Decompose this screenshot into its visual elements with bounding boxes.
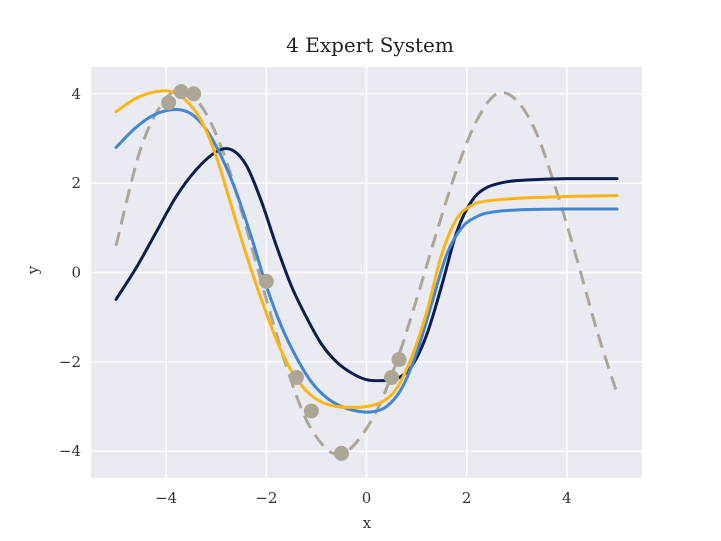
y-axis-label: y [24,265,42,275]
y-tick-label: 4 [71,85,81,103]
series-line-0 [114,88,619,456]
series-line-2 [114,107,619,414]
series-line-1 [114,146,619,383]
observation-points [161,84,407,461]
data-point [384,369,400,385]
tick-labels: −4 −2 0 2 4 −4 −2 0 2 4 [59,85,572,507]
data-point [258,273,274,289]
series-line-3 [114,89,619,409]
data-point [186,86,202,102]
y-tick-label: −2 [59,353,81,371]
data-point [288,369,304,385]
x-tick-label: 4 [562,489,572,507]
grid [91,67,642,478]
x-tick-label: 0 [362,489,372,507]
series-group [114,88,619,456]
data-point [161,95,177,111]
data-point [333,445,349,461]
x-tick-label: −4 [155,489,177,507]
x-axis-label: x [363,514,372,532]
y-tick-label: 0 [71,264,81,282]
data-point [303,403,319,419]
x-tick-label: 2 [462,489,472,507]
x-tick-label: −2 [255,489,277,507]
y-tick-label: 2 [71,174,81,192]
chart-title: 4 Expert System [286,33,454,57]
data-point [391,352,407,368]
y-tick-label: −4 [59,442,81,460]
data-point [173,84,189,100]
